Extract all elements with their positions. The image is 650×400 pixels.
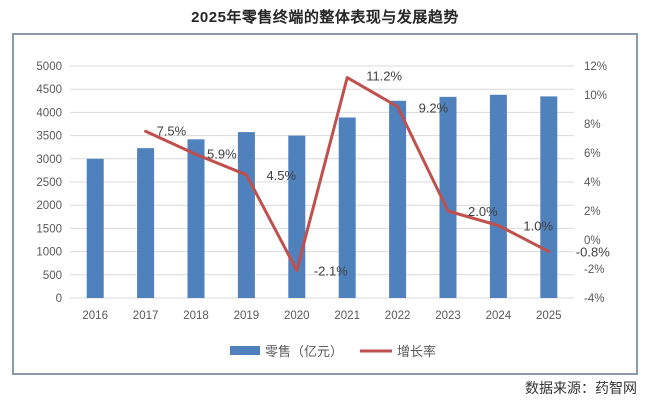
bar [489, 94, 507, 298]
legend-bar-label: 零售（亿元） [265, 344, 343, 359]
right-axis-tick: -2% [584, 264, 604, 276]
bar [137, 148, 155, 298]
bar [288, 135, 306, 298]
x-axis-label: 2020 [284, 310, 310, 322]
bar [540, 96, 558, 298]
right-axis-tick: 0% [584, 235, 601, 247]
left-axis-tick: 3500 [36, 131, 62, 143]
x-axis-label: 2025 [536, 310, 562, 322]
right-axis-tick: 2% [584, 206, 601, 218]
bar [338, 117, 356, 298]
data-label: 7.5% [157, 123, 187, 138]
data-label: -2.1% [314, 263, 348, 278]
left-axis-tick: 3000 [36, 154, 62, 166]
right-axis-tick: -4% [584, 293, 604, 305]
combo-chart: 0 500 1000 1500 2000 2500 3000 3500 4000 4500 5000… [36, 61, 610, 359]
growth-line [144, 76, 551, 272]
data-label: 11.2% [366, 69, 402, 84]
data-label: 5.9% [207, 146, 237, 161]
x-axis-label: 2022 [385, 310, 411, 322]
source-note: 数据来源：药智网 [525, 380, 637, 396]
x-axis-label: 2023 [435, 310, 461, 322]
right-axis-tick: 6% [584, 148, 601, 160]
x-axis-label: 2016 [82, 310, 108, 322]
bar [389, 100, 407, 298]
right-axis-tick: 10% [584, 90, 607, 102]
chart-title: 2025年零售终端的整体表现与发展趋势 [191, 9, 459, 26]
data-label: 2.0% [468, 204, 498, 219]
left-axis-tick: 5000 [36, 61, 62, 73]
left-axis-tick: 1500 [36, 223, 62, 235]
bar [86, 158, 104, 298]
data-label: 1.0% [523, 219, 553, 234]
left-axis-tick: 0 [56, 293, 62, 305]
data-label: -0.8% [576, 245, 610, 260]
left-axis-tick: 4500 [36, 84, 62, 96]
x-axis-label: 2021 [334, 310, 360, 322]
data-label: 9.2% [419, 101, 449, 116]
left-axis-tick: 2000 [36, 200, 62, 212]
left-axis-tick: 2500 [36, 177, 62, 189]
data-label: 4.5% [266, 168, 296, 183]
x-axis-label: 2024 [486, 310, 512, 322]
left-axis-tick: 500 [43, 270, 62, 282]
chart-frame: 0 500 1000 1500 2000 2500 3000 3500 4000 4500 5000… [12, 33, 638, 375]
left-axis-tick: 1000 [36, 247, 62, 259]
bar [187, 139, 205, 298]
x-axis-label: 2019 [234, 310, 260, 322]
x-axis-label: 2017 [133, 310, 159, 322]
right-axis-tick: 12% [584, 61, 607, 73]
x-axis-label: 2018 [183, 310, 209, 322]
legend-bar-swatch [230, 346, 260, 355]
bar [237, 132, 255, 298]
right-axis-tick: 8% [584, 119, 601, 131]
right-axis-tick: 4% [584, 177, 601, 189]
bar [439, 96, 457, 298]
legend-line-label: 增长率 [397, 344, 436, 359]
left-axis-tick: 4000 [36, 107, 62, 119]
